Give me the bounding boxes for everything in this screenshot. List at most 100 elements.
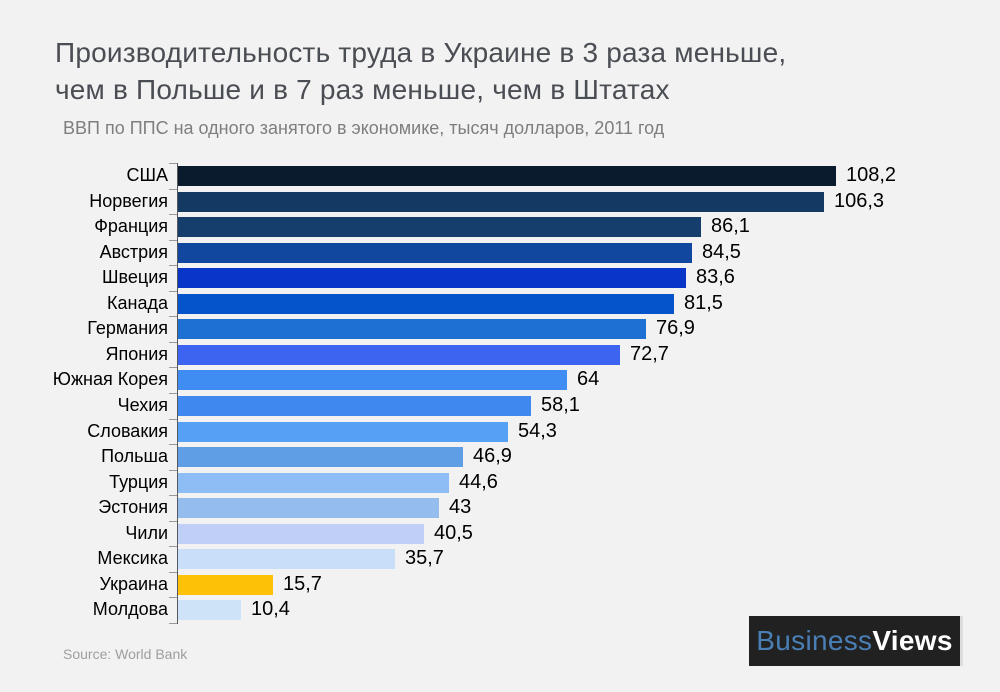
value-label: 76,9 xyxy=(656,317,695,340)
axis-tick xyxy=(169,188,177,190)
bar-row: Молдова 10,4 xyxy=(0,597,1000,623)
value-label: 54,3 xyxy=(518,419,557,442)
bar-row: Польша 46,9 xyxy=(0,444,1000,470)
axis-tick xyxy=(169,444,177,446)
chart-subtitle: ВВП по ППС на одного занятого в экономик… xyxy=(63,118,665,138)
country-label: Австрия xyxy=(99,241,168,262)
bar-chart: США 108,2 Норвегия 106,3 Франция 86,1 Австрия 8… xyxy=(0,163,1000,624)
bar-row: Норвегия 106,3 xyxy=(0,189,1000,215)
bar-segment xyxy=(178,166,836,186)
bar-row: Турция 44,6 xyxy=(0,470,1000,496)
bar-row: Чехия 58,1 xyxy=(0,393,1000,419)
bar-segment xyxy=(178,396,531,416)
value-label: 64 xyxy=(577,368,600,391)
value-label: 72,7 xyxy=(630,342,669,365)
bar-highlighted xyxy=(178,574,273,595)
axis-tick xyxy=(169,163,177,164)
value-label: 58,1 xyxy=(541,394,580,416)
value-label: 106,3 xyxy=(834,189,885,212)
country-label: Чили xyxy=(125,522,168,543)
logo-business-text: Business xyxy=(756,625,873,656)
value-label: 43 xyxy=(449,496,472,519)
bar-row: Германия 76,9 xyxy=(0,316,1000,342)
bar-segment xyxy=(178,421,508,442)
bar-segment xyxy=(178,600,241,621)
axis-tick xyxy=(169,495,177,497)
country-label: Турция xyxy=(109,471,168,492)
bar-row: Франция 86,1 xyxy=(0,214,1000,240)
country-label: Норвегия xyxy=(89,190,168,211)
axis-tick xyxy=(169,265,177,267)
axis-tick xyxy=(169,597,177,599)
axis-tick xyxy=(169,214,177,216)
axis-tick xyxy=(169,571,177,573)
value-label: 84,5 xyxy=(702,240,741,263)
businessviews-logo: Business Views xyxy=(749,616,963,666)
bar-row: США 108,2 xyxy=(0,163,1000,189)
logo-views-text: Views xyxy=(872,625,953,656)
bar-segment xyxy=(178,191,824,212)
country-label: Япония xyxy=(105,343,169,364)
bar-segment xyxy=(178,472,449,493)
y-axis-line xyxy=(177,163,178,624)
value-label: 81,5 xyxy=(684,291,723,314)
chart-title: Производительность труда в Украине в 3 р… xyxy=(55,34,955,108)
bar-segment xyxy=(178,523,424,544)
axis-tick xyxy=(169,290,177,292)
bar-row: Япония 72,7 xyxy=(0,342,1000,368)
bar-segment xyxy=(178,217,701,238)
bar-segment xyxy=(178,447,463,468)
bar-segment xyxy=(178,549,395,570)
country-label: Украина xyxy=(99,573,168,594)
country-label: Молдова xyxy=(92,599,168,620)
chart-title-line2: чем в Польше и в 7 раз меньше, чем в Шта… xyxy=(55,74,670,105)
country-label: Эстония xyxy=(98,497,168,518)
axis-tick xyxy=(169,367,177,369)
axis-tick xyxy=(169,623,177,624)
value-label: 10,4 xyxy=(251,598,290,621)
chart-title-line1: Производительность труда в Украине в 3 р… xyxy=(55,37,787,68)
source-note: Source: World Bank xyxy=(63,646,188,662)
bar-row: Австрия 84,5 xyxy=(0,240,1000,266)
bar-segment xyxy=(178,242,692,263)
axis-tick xyxy=(169,546,177,548)
bar-segment xyxy=(178,293,674,314)
bar-segment xyxy=(178,268,686,289)
country-label: Канада xyxy=(107,292,168,313)
country-label: Польша xyxy=(101,446,168,467)
value-label: 35,7 xyxy=(405,547,444,570)
bar-segment xyxy=(178,370,567,391)
axis-tick xyxy=(169,469,177,471)
value-label: 46,9 xyxy=(473,445,512,468)
bar-segment xyxy=(178,498,439,519)
country-label: Франция xyxy=(94,216,168,237)
bar-row: Украина 15,7 xyxy=(0,572,1000,598)
value-label: 86,1 xyxy=(711,215,750,238)
country-label: Южная Корея xyxy=(52,369,168,390)
value-label: 44,6 xyxy=(459,470,498,493)
value-label: 83,6 xyxy=(696,266,735,289)
country-label: Швеция xyxy=(102,267,168,288)
axis-tick xyxy=(169,418,177,420)
bar-row: Словакия 54,3 xyxy=(0,419,1000,445)
value-label: 15,7 xyxy=(283,572,322,595)
axis-tick xyxy=(169,520,177,522)
bar-row: Мексика 35,7 xyxy=(0,546,1000,572)
axis-tick xyxy=(169,393,177,394)
bar-row: Эстония 43 xyxy=(0,495,1000,521)
country-label: Словакия xyxy=(87,420,168,441)
country-label: Германия xyxy=(87,318,168,339)
country-label: Мексика xyxy=(97,548,168,569)
country-label: США xyxy=(126,165,168,185)
axis-tick xyxy=(169,341,177,343)
bar-row: Южная Корея 64 xyxy=(0,367,1000,393)
bar-row: Канада 81,5 xyxy=(0,291,1000,317)
value-label: 108,2 xyxy=(846,164,897,186)
axis-tick xyxy=(169,239,177,241)
bar-segment xyxy=(178,344,620,365)
bar-row: Чили 40,5 xyxy=(0,521,1000,547)
country-label: Чехия xyxy=(117,395,168,415)
value-label: 40,5 xyxy=(434,521,473,544)
axis-tick xyxy=(169,316,177,318)
